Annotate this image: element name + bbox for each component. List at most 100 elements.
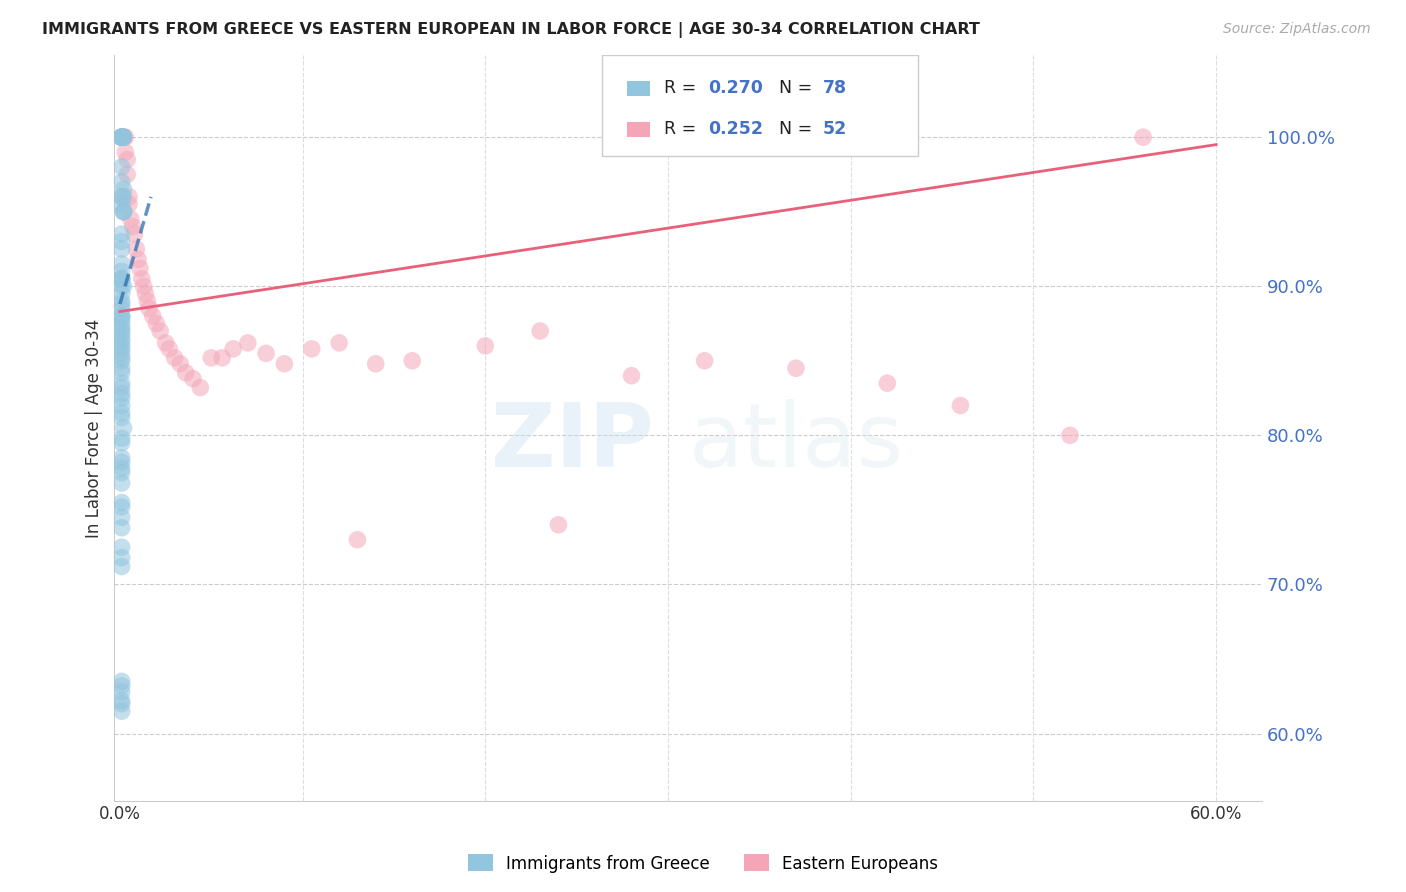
- Point: [111, 324, 134, 338]
- Point: [145, 317, 167, 331]
- Point: [111, 361, 134, 376]
- Text: 0.252: 0.252: [707, 120, 762, 138]
- Point: [112, 130, 135, 145]
- Point: [111, 391, 134, 405]
- Text: 52: 52: [823, 120, 846, 138]
- Point: [111, 406, 134, 420]
- Point: [142, 309, 165, 323]
- Point: [1132, 130, 1154, 145]
- Point: [111, 317, 134, 331]
- Point: [111, 694, 134, 708]
- Point: [121, 219, 143, 234]
- Point: [111, 521, 134, 535]
- Point: [111, 685, 134, 699]
- Point: [547, 517, 569, 532]
- Point: [112, 204, 135, 219]
- Point: [111, 272, 134, 286]
- Point: [131, 272, 153, 286]
- Point: [111, 674, 134, 689]
- Text: atlas: atlas: [688, 400, 903, 486]
- Point: [111, 399, 134, 413]
- Point: [157, 342, 180, 356]
- Point: [111, 321, 134, 335]
- Point: [111, 130, 134, 145]
- Point: [125, 242, 148, 256]
- Point: [111, 190, 134, 204]
- Text: Source: ZipAtlas.com: Source: ZipAtlas.com: [1223, 22, 1371, 37]
- Text: 78: 78: [823, 79, 846, 97]
- Point: [1059, 428, 1081, 442]
- Point: [111, 386, 134, 401]
- Point: [301, 342, 323, 356]
- Point: [111, 294, 134, 309]
- Text: IMMIGRANTS FROM GREECE VS EASTERN EUROPEAN IN LABOR FORCE | AGE 30-34 CORRELATIO: IMMIGRANTS FROM GREECE VS EASTERN EUROPE…: [42, 22, 980, 38]
- Point: [111, 197, 134, 211]
- Point: [111, 130, 134, 145]
- Point: [111, 160, 134, 174]
- Point: [111, 235, 134, 249]
- Point: [111, 339, 134, 353]
- Point: [785, 361, 807, 376]
- Point: [111, 697, 134, 711]
- Point: [112, 204, 135, 219]
- Point: [211, 351, 233, 365]
- Point: [111, 272, 134, 286]
- FancyBboxPatch shape: [627, 81, 651, 95]
- Point: [149, 324, 172, 338]
- Point: [111, 309, 134, 323]
- Point: [111, 326, 134, 341]
- Point: [112, 421, 135, 435]
- Point: [876, 376, 898, 391]
- Point: [111, 466, 134, 480]
- Point: [111, 257, 134, 271]
- Point: [115, 153, 138, 167]
- Point: [328, 335, 350, 350]
- Point: [111, 130, 134, 145]
- Point: [112, 190, 135, 204]
- Point: [111, 450, 134, 465]
- Point: [129, 261, 152, 276]
- Point: [111, 130, 134, 145]
- Point: [111, 130, 134, 145]
- Y-axis label: In Labor Force | Age 30-34: In Labor Force | Age 30-34: [86, 318, 103, 538]
- FancyBboxPatch shape: [602, 55, 918, 156]
- Point: [134, 286, 156, 301]
- Point: [188, 381, 211, 395]
- Point: [111, 286, 134, 301]
- Point: [254, 346, 277, 360]
- Point: [132, 279, 155, 293]
- Point: [115, 168, 138, 182]
- Point: [111, 410, 134, 425]
- Text: N =: N =: [779, 120, 817, 138]
- Point: [111, 381, 134, 395]
- Point: [111, 351, 134, 365]
- Point: [112, 182, 135, 196]
- Point: [111, 704, 134, 718]
- Point: [112, 279, 135, 293]
- Point: [111, 130, 134, 145]
- Point: [364, 357, 387, 371]
- Legend: Immigrants from Greece, Eastern Europeans: Immigrants from Greece, Eastern European…: [461, 847, 945, 880]
- Point: [401, 353, 423, 368]
- Point: [111, 130, 134, 145]
- Point: [111, 500, 134, 514]
- Point: [163, 351, 186, 365]
- Point: [112, 204, 135, 219]
- Point: [112, 130, 135, 145]
- Point: [236, 335, 259, 350]
- Text: ZIP: ZIP: [491, 400, 654, 486]
- Point: [118, 197, 141, 211]
- Point: [111, 376, 134, 391]
- Point: [111, 679, 134, 693]
- Point: [114, 145, 136, 159]
- Point: [127, 252, 149, 267]
- Point: [111, 334, 134, 349]
- Point: [181, 372, 204, 386]
- Point: [169, 357, 191, 371]
- Point: [111, 130, 134, 145]
- Point: [620, 368, 643, 383]
- Point: [111, 495, 134, 509]
- Point: [111, 297, 134, 311]
- Point: [111, 130, 134, 145]
- Point: [111, 431, 134, 445]
